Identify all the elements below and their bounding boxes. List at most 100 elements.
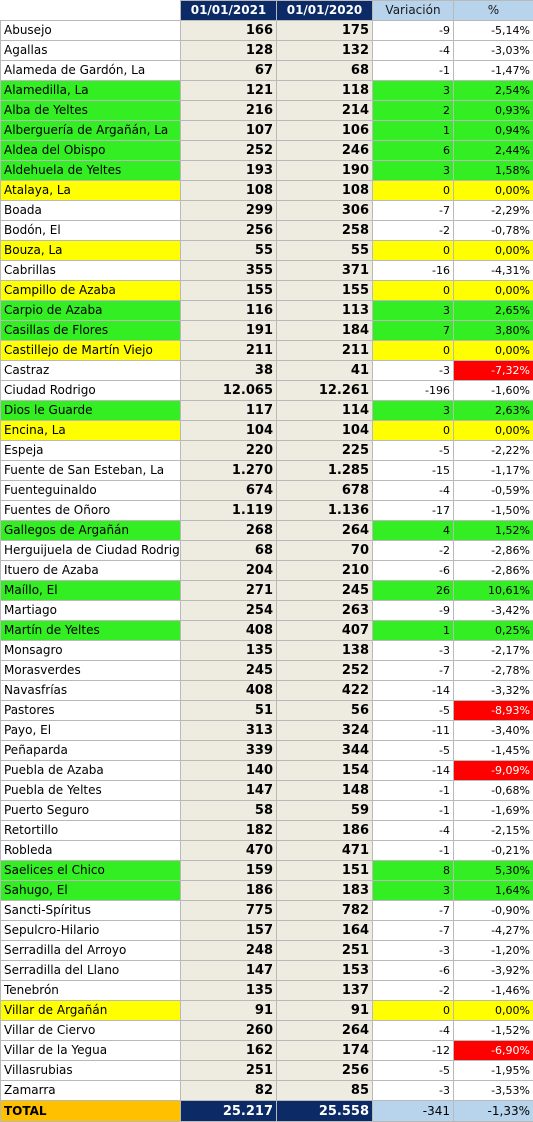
percent-change: -4,27% [454, 921, 533, 941]
municipality-name: Aldehuela de Yeltes [1, 161, 181, 181]
municipality-name: Tenebrón [1, 981, 181, 1001]
value-2021: 339 [181, 741, 277, 761]
value-2021: 12.065 [181, 381, 277, 401]
value-2020: 258 [277, 221, 373, 241]
variation-value: -2 [373, 221, 454, 241]
value-2020: 407 [277, 621, 373, 641]
percent-change: -1,20% [454, 941, 533, 961]
municipality-name: Martiago [1, 601, 181, 621]
variation-value: 1 [373, 121, 454, 141]
value-2021: 1.119 [181, 501, 277, 521]
percent-change: -4,31% [454, 261, 533, 281]
percent-change: -0,68% [454, 781, 533, 801]
value-2020: 422 [277, 681, 373, 701]
variation-value: -1 [373, 61, 454, 81]
value-2020: 252 [277, 661, 373, 681]
total-2020: 25.558 [277, 1101, 373, 1122]
value-2020: 246 [277, 141, 373, 161]
value-2020: 113 [277, 301, 373, 321]
value-2021: 211 [181, 341, 277, 361]
municipality-name: Puebla de Yeltes [1, 781, 181, 801]
value-2021: 204 [181, 561, 277, 581]
percent-change: -3,53% [454, 1081, 533, 1101]
value-2021: 108 [181, 181, 277, 201]
variation-value: 26 [373, 581, 454, 601]
value-2021: 162 [181, 1041, 277, 1061]
value-2020: 211 [277, 341, 373, 361]
value-2021: 51 [181, 701, 277, 721]
percent-change: 1,52% [454, 521, 533, 541]
value-2020: 210 [277, 561, 373, 581]
municipality-name: Puerto Seguro [1, 801, 181, 821]
municipality-name: Morasverdes [1, 661, 181, 681]
municipality-name: Herguijuela de Ciudad Rodrigo [1, 541, 181, 561]
header-blank [1, 1, 181, 21]
municipality-name: Sepulcro-Hilario [1, 921, 181, 941]
variation-value: -3 [373, 941, 454, 961]
value-2021: 147 [181, 961, 277, 981]
value-2020: 256 [277, 1061, 373, 1081]
value-2021: 193 [181, 161, 277, 181]
variation-value: 0 [373, 341, 454, 361]
variation-value: 8 [373, 861, 454, 881]
variation-value: 0 [373, 281, 454, 301]
municipality-name: Abusejo [1, 21, 181, 41]
value-2020: 154 [277, 761, 373, 781]
value-2020: 1.285 [277, 461, 373, 481]
variation-value: 3 [373, 401, 454, 421]
municipality-name: Villar de la Yegua [1, 1041, 181, 1061]
value-2020: 1.136 [277, 501, 373, 521]
total-variation: -341 [373, 1101, 454, 1122]
municipality-name: Atalaya, La [1, 181, 181, 201]
percent-change: -1,46% [454, 981, 533, 1001]
percent-change: 5,30% [454, 861, 533, 881]
variation-value: -11 [373, 721, 454, 741]
variation-value: -9 [373, 21, 454, 41]
value-2021: 116 [181, 301, 277, 321]
variation-value: -1 [373, 781, 454, 801]
value-2021: 408 [181, 621, 277, 641]
value-2021: 135 [181, 981, 277, 1001]
municipality-name: Bouza, La [1, 241, 181, 261]
value-2021: 135 [181, 641, 277, 661]
municipality-name: Castraz [1, 361, 181, 381]
variation-value: 0 [373, 181, 454, 201]
municipality-name: Dios le Guarde [1, 401, 181, 421]
value-2021: 251 [181, 1061, 277, 1081]
value-2021: 104 [181, 421, 277, 441]
variation-value: 3 [373, 81, 454, 101]
municipality-name: Villasrubias [1, 1061, 181, 1081]
variation-value: 0 [373, 241, 454, 261]
percent-change: -3,32% [454, 681, 533, 701]
value-2021: 155 [181, 281, 277, 301]
percent-change: -3,92% [454, 961, 533, 981]
variation-value: 2 [373, 101, 454, 121]
value-2020: 108 [277, 181, 373, 201]
total-2021: 25.217 [181, 1101, 277, 1122]
percent-change: 0,93% [454, 101, 533, 121]
variation-value: -7 [373, 201, 454, 221]
municipality-name: Carpio de Azaba [1, 301, 181, 321]
municipality-name: Bodón, El [1, 221, 181, 241]
percent-change: 1,58% [454, 161, 533, 181]
value-2021: 271 [181, 581, 277, 601]
variation-value: 7 [373, 321, 454, 341]
municipality-name: Serradilla del Llano [1, 961, 181, 981]
value-2021: 260 [181, 1021, 277, 1041]
